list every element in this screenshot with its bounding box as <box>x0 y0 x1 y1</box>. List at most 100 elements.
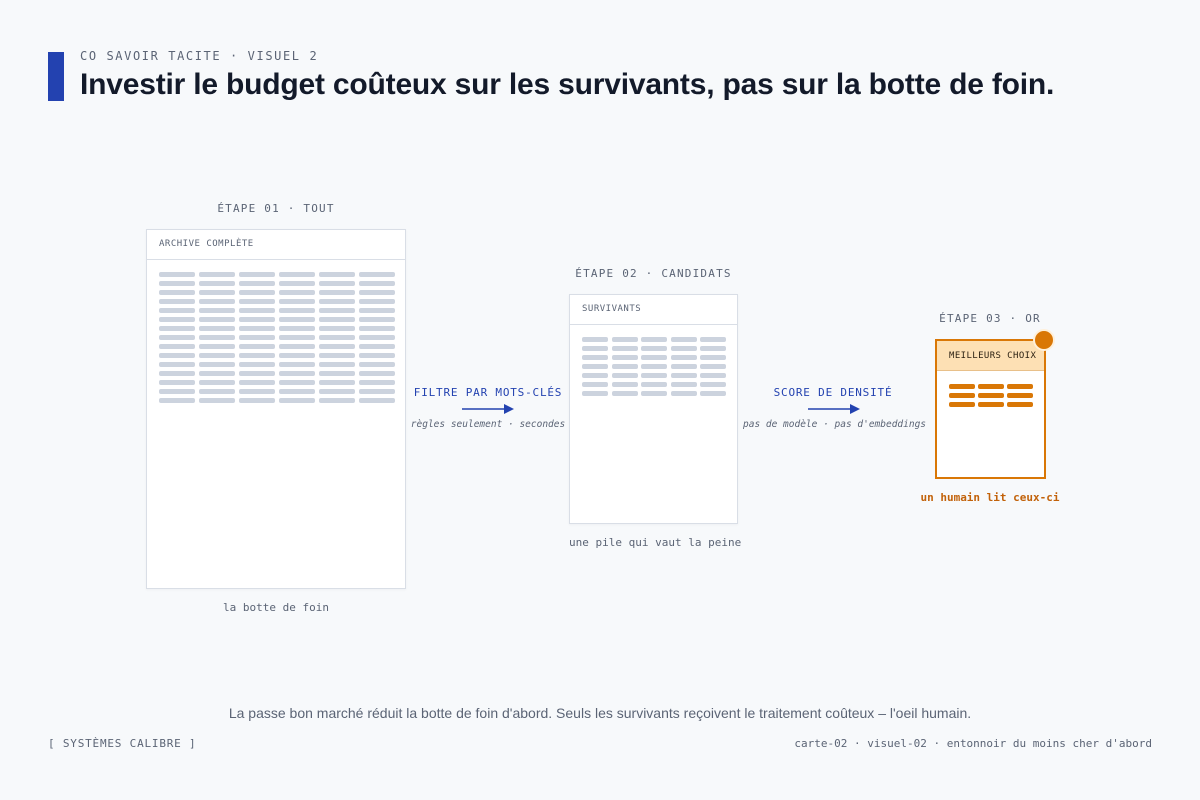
document-placeholder <box>279 335 315 340</box>
document-placeholder <box>319 299 355 304</box>
document-placeholder <box>279 380 315 385</box>
document-placeholder <box>159 398 195 403</box>
document-placeholder <box>359 353 395 358</box>
document-placeholder <box>239 272 275 277</box>
stage-2-card: SURVIVANTS <box>569 294 738 524</box>
document-placeholder <box>319 371 355 376</box>
document-placeholder <box>279 308 315 313</box>
document-placeholder <box>279 290 315 295</box>
document-placeholder <box>670 373 697 378</box>
document-placeholder <box>700 364 726 369</box>
document-placeholder <box>582 355 608 360</box>
document-placeholder <box>641 346 667 351</box>
document-placeholder <box>199 308 235 313</box>
document-placeholder <box>279 362 315 367</box>
document-placeholder <box>159 380 195 385</box>
document-placeholder <box>199 281 235 286</box>
stage-3-card-title: MEILLEURS CHOIX <box>937 341 1044 371</box>
stage-1-card-title: ARCHIVE COMPLÈTE <box>147 230 405 260</box>
document-placeholder <box>949 402 975 407</box>
document-placeholder <box>641 382 667 387</box>
document-placeholder <box>199 272 235 277</box>
document-placeholder <box>359 299 395 304</box>
stage-2-card-title: SURVIVANTS <box>570 295 737 325</box>
document-placeholder <box>199 398 235 403</box>
stage-3-label: ÉTAPE 03 · OR <box>939 312 1041 325</box>
document-placeholder <box>641 337 667 342</box>
document-placeholder <box>319 380 355 385</box>
document-placeholder <box>159 335 195 340</box>
document-placeholder <box>359 380 395 385</box>
document-placeholder <box>159 281 195 286</box>
document-placeholder <box>319 389 355 394</box>
document-placeholder <box>239 398 275 403</box>
document-placeholder <box>199 335 235 340</box>
document-placeholder <box>359 272 395 277</box>
document-placeholder <box>359 371 395 376</box>
document-placeholder <box>199 326 235 331</box>
page-title: Investir le budget coûteux sur les survi… <box>80 68 1055 101</box>
document-placeholder <box>582 391 608 396</box>
document-placeholder <box>319 281 355 286</box>
document-placeholder <box>359 389 395 394</box>
document-placeholder <box>239 353 275 358</box>
stage-1-caption: la botte de foin <box>223 601 329 614</box>
footer-reference: carte-02 · visuel-02 · entonnoir du moin… <box>794 737 1152 750</box>
document-placeholder <box>319 308 355 313</box>
stage-2-label: ÉTAPE 02 · CANDIDATS <box>575 267 732 280</box>
document-placeholder <box>279 353 315 358</box>
document-placeholder <box>319 317 355 322</box>
document-placeholder <box>359 281 395 286</box>
document-placeholder <box>279 272 315 277</box>
arrow-2-note: pas de modèle · pas d'embeddings <box>743 419 927 430</box>
document-placeholder <box>670 355 697 360</box>
document-placeholder <box>359 344 395 349</box>
document-placeholder <box>978 393 1004 398</box>
document-placeholder <box>359 317 395 322</box>
document-placeholder <box>279 371 315 376</box>
document-placeholder <box>159 371 195 376</box>
header-accent-bar <box>48 52 64 101</box>
document-placeholder <box>641 391 667 396</box>
arrow-1-icon <box>462 404 514 414</box>
eyebrow: CO SAVOIR TACITE · VISUEL 2 <box>80 49 319 63</box>
document-placeholder <box>670 346 697 351</box>
footer-brand: [ SYSTÈMES CALIBRE ] <box>48 737 197 750</box>
document-placeholder <box>159 317 195 322</box>
document-placeholder <box>239 317 275 322</box>
document-placeholder <box>700 382 726 387</box>
document-placeholder <box>239 299 275 304</box>
document-placeholder <box>159 389 195 394</box>
document-placeholder <box>199 317 235 322</box>
document-placeholder <box>239 344 275 349</box>
document-placeholder <box>611 391 638 396</box>
document-placeholder <box>239 326 275 331</box>
document-placeholder <box>199 299 235 304</box>
document-placeholder <box>239 335 275 340</box>
stage-2-caption: une pile qui vaut la peine <box>569 536 742 549</box>
document-placeholder <box>159 308 195 313</box>
document-placeholder <box>700 355 726 360</box>
stage-1-label: ÉTAPE 01 · TOUT <box>217 202 335 215</box>
document-placeholder <box>611 346 638 351</box>
document-placeholder <box>239 380 275 385</box>
document-placeholder <box>319 344 355 349</box>
document-placeholder <box>670 364 697 369</box>
document-placeholder <box>159 290 195 295</box>
document-placeholder <box>582 337 608 342</box>
document-placeholder <box>279 398 315 403</box>
document-placeholder <box>611 355 638 360</box>
document-placeholder <box>159 272 195 277</box>
document-placeholder <box>239 290 275 295</box>
document-placeholder <box>159 326 195 331</box>
document-placeholder <box>199 344 235 349</box>
document-placeholder <box>279 299 315 304</box>
document-placeholder <box>319 398 355 403</box>
document-placeholder <box>159 344 195 349</box>
document-placeholder <box>239 281 275 286</box>
document-placeholder <box>159 299 195 304</box>
arrow-2-label: SCORE DE DENSITÉ <box>773 386 893 399</box>
document-placeholder <box>359 398 395 403</box>
document-placeholder <box>700 337 726 342</box>
document-placeholder <box>199 371 235 376</box>
